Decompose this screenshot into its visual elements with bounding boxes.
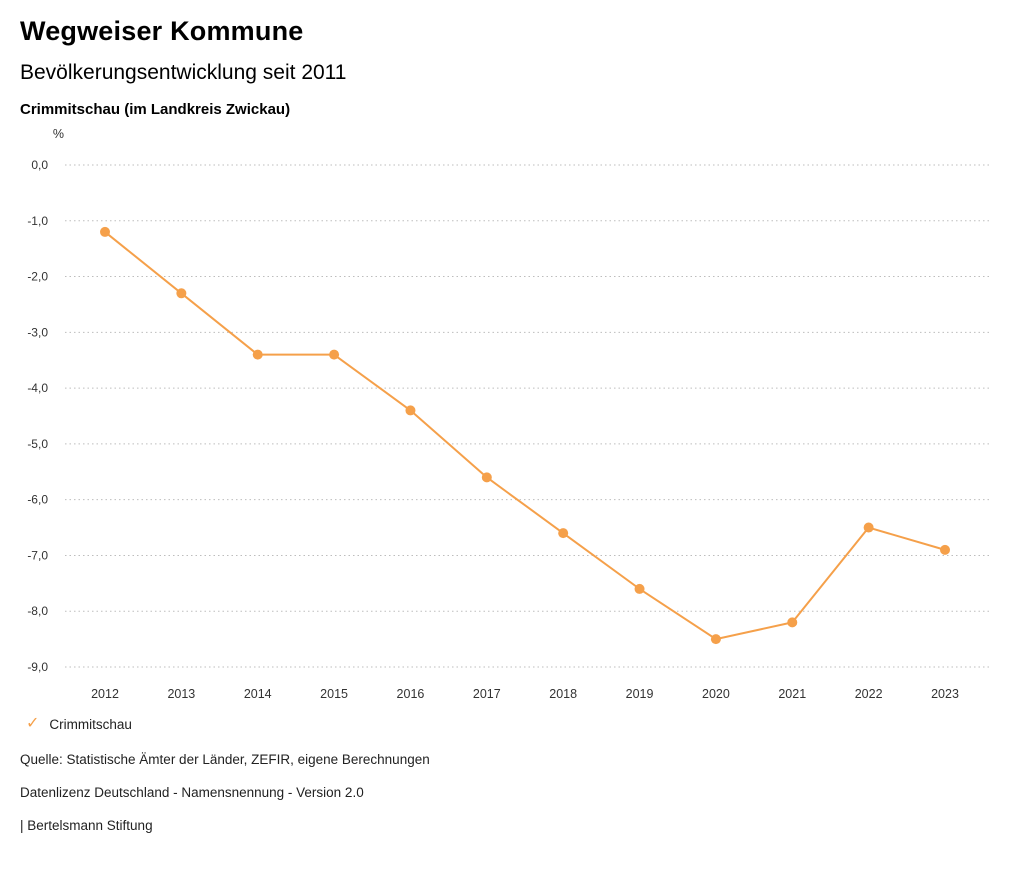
svg-text:-7,0: -7,0 xyxy=(27,548,48,562)
svg-text:2022: 2022 xyxy=(855,687,883,701)
population-line-chart: % 0,0 -1,0 -2,0 -3,0 -4,0 -5,0 -6,0 -7,0 -8,0 -9,0… xyxy=(0,120,1024,710)
svg-text:-4,0: -4,0 xyxy=(27,381,48,395)
license-text: Datenlizenz Deutschland - Namensnennung … xyxy=(20,785,364,800)
report-header: Wegweiser Kommune Bevölkerungsentwicklun… xyxy=(0,0,1024,118)
svg-text:2018: 2018 xyxy=(549,687,577,701)
svg-text:-3,0: -3,0 xyxy=(27,325,48,339)
chart-title: Bevölkerungsentwicklung seit 2011 xyxy=(20,61,347,84)
svg-text:2023: 2023 xyxy=(931,687,959,701)
attribution-text: | Bertelsmann Stiftung xyxy=(20,818,153,833)
svg-text:2015: 2015 xyxy=(320,687,348,701)
svg-text:2021: 2021 xyxy=(778,687,806,701)
svg-text:-9,0: -9,0 xyxy=(27,660,48,674)
svg-text:2013: 2013 xyxy=(167,687,195,701)
svg-text:2020: 2020 xyxy=(702,687,730,701)
svg-text:-8,0: -8,0 xyxy=(27,604,48,618)
svg-text:%: % xyxy=(53,127,64,141)
svg-text:2017: 2017 xyxy=(473,687,501,701)
svg-text:2019: 2019 xyxy=(626,687,654,701)
svg-text:-1,0: -1,0 xyxy=(27,214,48,228)
svg-text:2012: 2012 xyxy=(91,687,119,701)
legend-check-icon: ✓ xyxy=(26,715,40,732)
svg-text:-2,0: -2,0 xyxy=(27,270,48,284)
source-text: Quelle: Statistische Ämter der Länder, Z… xyxy=(20,752,430,767)
chart-location-subtitle: Crimmitschau (im Landkreis Zwickau) xyxy=(20,101,291,118)
page-title: Wegweiser Kommune xyxy=(20,16,304,46)
chart-legend-item[interactable]: ✓ Crimmitschau xyxy=(0,716,1024,732)
legend-label: Crimmitschau xyxy=(49,716,132,732)
svg-text:-5,0: -5,0 xyxy=(27,437,48,451)
report-footer: Quelle: Statistische Ämter der Länder, Z… xyxy=(0,732,1024,833)
svg-text:-6,0: -6,0 xyxy=(27,493,48,507)
line-chart-svg: % 0,0 -1,0 -2,0 -3,0 -4,0 -5,0 -6,0 -7,0 -8,0 -9,0… xyxy=(27,127,990,701)
svg-text:2016: 2016 xyxy=(397,687,425,701)
svg-text:2014: 2014 xyxy=(244,687,272,701)
svg-text:0,0: 0,0 xyxy=(31,158,48,172)
